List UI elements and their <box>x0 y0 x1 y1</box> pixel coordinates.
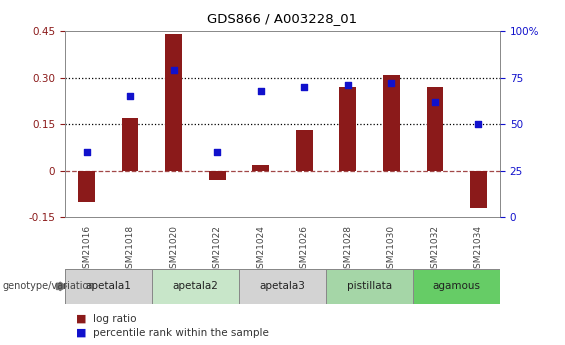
Bar <box>296 130 312 171</box>
Point <box>125 93 134 99</box>
Text: ■: ■ <box>76 314 87 324</box>
Text: log ratio: log ratio <box>93 314 137 324</box>
Bar <box>166 34 182 171</box>
Text: pistillata: pistillata <box>347 282 392 291</box>
Point <box>169 67 178 73</box>
Bar <box>239 269 326 304</box>
Point <box>473 121 483 127</box>
Point <box>430 99 439 105</box>
Bar <box>326 269 413 304</box>
Bar <box>470 171 486 208</box>
Bar <box>413 269 500 304</box>
Text: apetala1: apetala1 <box>85 282 132 291</box>
Text: genotype/variation: genotype/variation <box>3 282 95 291</box>
Bar <box>253 165 269 171</box>
Point <box>82 149 92 155</box>
Text: percentile rank within the sample: percentile rank within the sample <box>93 328 269 338</box>
Point <box>212 149 221 155</box>
Text: ■: ■ <box>76 328 87 338</box>
Text: agamous: agamous <box>433 282 480 291</box>
Bar <box>79 171 95 202</box>
Point <box>343 82 352 88</box>
Bar <box>209 171 225 180</box>
Bar <box>152 269 239 304</box>
Bar <box>65 269 152 304</box>
Bar <box>383 75 399 171</box>
Text: apetala2: apetala2 <box>172 282 219 291</box>
Point <box>256 88 265 93</box>
Point <box>386 80 396 86</box>
Bar <box>427 87 443 171</box>
Text: GDS866 / A003228_01: GDS866 / A003228_01 <box>207 12 358 25</box>
Bar <box>122 118 138 171</box>
Text: apetala3: apetala3 <box>259 282 306 291</box>
Point <box>299 84 308 90</box>
Bar <box>340 87 356 171</box>
